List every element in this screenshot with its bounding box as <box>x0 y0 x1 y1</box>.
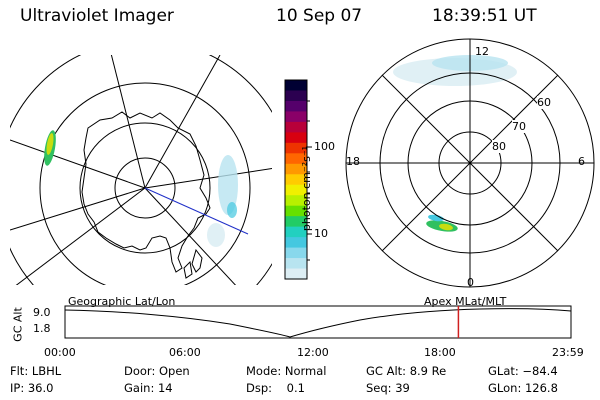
glon-field: GLon: 126.8 <box>488 381 558 395</box>
mlt-label-12: 12 <box>475 45 489 58</box>
lat-label-60: 60 <box>537 96 551 109</box>
colorbar-segment <box>285 205 307 217</box>
ip-field: IP: 36.0 <box>10 381 54 395</box>
geographic-latlon-label: Geographic Lat/Lon <box>68 295 176 308</box>
colorbar-segment <box>285 90 307 102</box>
door-field: Door: Open <box>124 364 190 378</box>
colorbar-segment <box>285 226 307 238</box>
colorbar-segment <box>285 80 307 92</box>
x-tick-0600: 06:00 <box>169 346 201 359</box>
colorbar-segment <box>285 163 307 175</box>
colorbar-segment <box>285 174 307 186</box>
colorbar-segment <box>285 195 307 207</box>
altitude-min-label: 1.8 <box>33 322 51 335</box>
mode-field: Mode: Normal <box>246 364 327 378</box>
glat-field: GLat: −84.4 <box>488 364 558 378</box>
lat-label-80: 80 <box>492 140 506 153</box>
instrument-title: Ultraviolet Imager <box>20 6 174 26</box>
colorbar-segment <box>285 247 307 259</box>
lat-label-70: 70 <box>512 120 526 133</box>
colorbar-segment <box>285 258 307 270</box>
x-tick-1200: 12:00 <box>297 346 329 359</box>
altitude-max-label: 9.0 <box>33 306 51 319</box>
colorbar-segment <box>285 268 307 280</box>
dsp-field: Dsp: 0.1 <box>246 381 305 395</box>
mlt-label-0: 0 <box>467 276 474 289</box>
colorbar-segment <box>285 142 307 154</box>
filter-field: Flt: LBHL <box>10 364 62 378</box>
colorbar-segment <box>285 132 307 144</box>
mlt-label-18: 18 <box>346 155 360 168</box>
colorbar-segment <box>285 100 307 113</box>
colorbar-segment <box>285 153 307 165</box>
gain-field: Gain: 14 <box>124 381 173 395</box>
time-label: 18:39:51 UT <box>432 6 537 26</box>
colorbar-segment <box>285 121 307 133</box>
apex-mlat-mlt-label: Apex MLat/MLT <box>424 295 507 308</box>
x-tick-0000: 00:00 <box>44 346 76 359</box>
colorbar-segment <box>285 237 307 249</box>
seq-field: Seq: 39 <box>366 381 410 395</box>
colorbar-tick-10: 10 <box>314 227 328 240</box>
gc-alt-field: GC Alt: 8.9 Re <box>366 364 447 378</box>
date-label: 10 Sep 07 <box>276 6 363 26</box>
colorbar-segment <box>285 184 307 196</box>
mlt-label-6: 6 <box>578 155 585 168</box>
colorbar-tick-100: 100 <box>314 140 335 153</box>
x-tick-2359: 23:59 <box>552 346 584 359</box>
x-tick-1800: 18:00 <box>424 346 456 359</box>
colorbar-segment <box>285 111 307 123</box>
colorbar-segment <box>285 216 307 228</box>
